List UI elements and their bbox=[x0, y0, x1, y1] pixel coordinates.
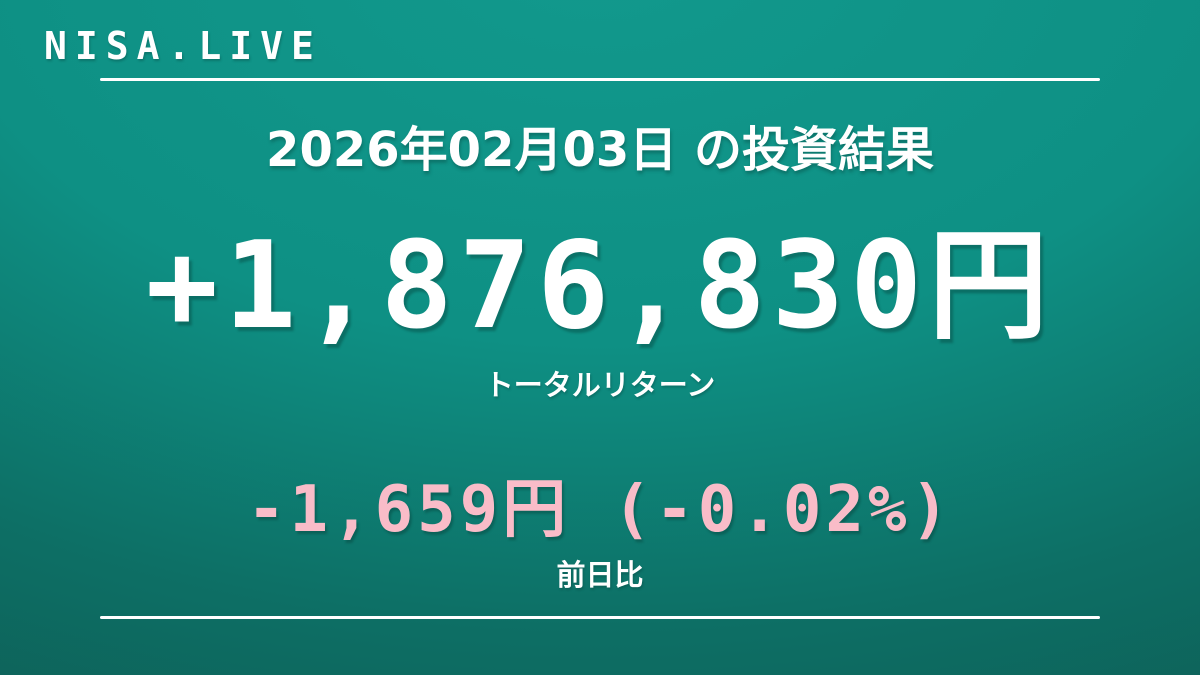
daily-change-label: 前日比 bbox=[556, 558, 644, 592]
total-return-label: トータルリターン bbox=[484, 368, 716, 402]
header-divider bbox=[100, 78, 1100, 81]
daily-change-value: -1,659円 (-0.02%) bbox=[247, 473, 953, 547]
brand-logo: NISA.LIVE bbox=[44, 24, 322, 68]
footer-divider bbox=[100, 616, 1100, 619]
total-return-value: +1,876,830円 bbox=[145, 217, 1055, 356]
page-title: 2026年02月03日 の投資結果 bbox=[266, 122, 934, 178]
